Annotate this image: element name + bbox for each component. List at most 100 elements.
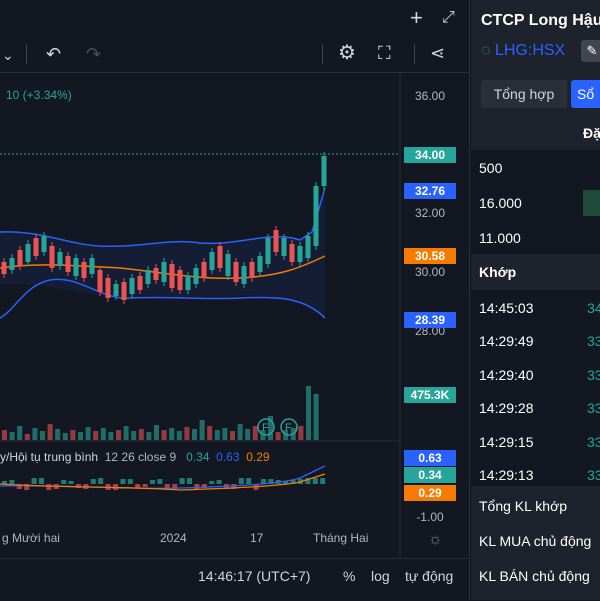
- macd-value-1: 0.34: [186, 450, 210, 464]
- volume-bar: [214, 430, 220, 440]
- candle: [217, 246, 223, 268]
- candle: [225, 254, 231, 276]
- candle: [153, 268, 159, 280]
- macd-histogram-bar: [46, 484, 52, 490]
- candle: [17, 250, 23, 266]
- macd-histogram-bar: [283, 481, 289, 484]
- macd-histogram-bar: [98, 478, 104, 484]
- pencil-icon[interactable]: ✎: [581, 40, 600, 62]
- macd-histogram-bar: [39, 478, 44, 484]
- candle: [265, 238, 271, 264]
- dividend-marker: [257, 418, 275, 436]
- upper-band-tag: 32.76: [404, 183, 456, 199]
- macd-histogram-bar: [290, 480, 296, 484]
- lower-band-tag: 28.39: [404, 312, 456, 328]
- macd-histogram-bar: [261, 479, 266, 484]
- candle: [97, 270, 103, 292]
- candle: [257, 256, 263, 272]
- candle: [169, 264, 175, 288]
- volume-bar: [138, 429, 144, 440]
- book-bar: [583, 190, 600, 216]
- summary-label: KL MUA chủ động: [479, 533, 592, 549]
- book-volume: 11.000: [479, 230, 521, 246]
- share-icon[interactable]: ⋖: [430, 43, 446, 63]
- volume-bar: [131, 431, 137, 440]
- time-axis-label: 2024: [160, 531, 187, 545]
- chevron-down-icon[interactable]: ⌄: [2, 47, 14, 63]
- volume-bar: [40, 431, 45, 440]
- macd-legend: y/Hội tụ trung bình 12 26 close 9 0.34 0…: [0, 450, 270, 464]
- macd-histogram-bar: [187, 478, 192, 484]
- macd-value-3: 0.29: [246, 450, 270, 464]
- match-time: 14:29:28: [479, 400, 534, 416]
- macd-histogram-bar: [90, 479, 96, 484]
- match-time: 14:29:15: [479, 434, 534, 450]
- price-axis-tick: 32.00: [414, 206, 446, 220]
- macd-histogram-bar: [216, 480, 222, 484]
- candle: [233, 262, 239, 282]
- candle: [9, 258, 15, 270]
- redo-icon[interactable]: ↷: [86, 44, 102, 64]
- candle: [313, 186, 319, 246]
- candle: [193, 268, 199, 284]
- volume-tag: 475.3K: [404, 387, 456, 403]
- volume-bar: [24, 434, 30, 440]
- candle: [273, 230, 279, 252]
- sun-icon[interactable]: ☼: [428, 531, 443, 548]
- candle: [73, 258, 79, 276]
- macd-histogram-bar: [305, 478, 311, 484]
- order-book: 500 16.000 11.000: [471, 150, 600, 254]
- volume-bar: [93, 431, 99, 440]
- macd-signal-tag: 0.29: [404, 485, 456, 501]
- match-title: Khớp: [479, 264, 517, 280]
- log-scale-button[interactable]: log: [371, 568, 390, 584]
- candle: [49, 246, 55, 268]
- volume-bar: [108, 432, 114, 440]
- company-name: CTCP Long Hậu: [481, 12, 600, 29]
- macd-histogram-bar: [142, 484, 148, 487]
- volume-bar: [78, 432, 83, 440]
- auto-scale-button[interactable]: tự động: [405, 568, 454, 584]
- panel-divider: [469, 0, 470, 600]
- match-time: 14:29:13: [479, 467, 534, 483]
- candle: [241, 266, 247, 284]
- gear-icon[interactable]: ⚙: [338, 42, 356, 64]
- volume-bar: [154, 425, 159, 440]
- undo-icon[interactable]: ↶: [46, 44, 62, 64]
- volume-bar: [9, 432, 15, 440]
- candle: [41, 236, 47, 252]
- macd-histogram-bar: [320, 478, 326, 484]
- macd-axis-tick: -1.00: [416, 510, 444, 524]
- price-change-legend: 10 (+3.34%): [6, 88, 72, 102]
- dividend-marker-label: F: [262, 422, 269, 434]
- ticker-link[interactable]: ◌ LHG:HSX: [481, 42, 565, 60]
- toolbar-separator: [26, 44, 27, 64]
- chart-topbar: + ⤢: [0, 0, 470, 36]
- candle: [113, 284, 119, 296]
- volume-bar: [306, 386, 311, 440]
- last-price-tag: 34.00: [404, 147, 456, 163]
- macd-histogram-bar: [31, 478, 37, 484]
- volume-bar: [70, 430, 76, 440]
- candle: [25, 244, 31, 262]
- macd-histogram-bar: [68, 481, 74, 484]
- fullscreen-icon[interactable]: ⛶: [378, 43, 391, 63]
- volume-bar: [100, 428, 106, 440]
- tab-summary[interactable]: Tổng hợp: [481, 80, 567, 108]
- macd-histogram-bar: [268, 479, 274, 484]
- macd-histogram-bar: [231, 484, 237, 489]
- volume-bar: [116, 430, 121, 440]
- summary-list: Tổng KL khớp KL MUA chủ động KL BÁN chủ …: [471, 488, 600, 600]
- macd-histogram-bar: [24, 484, 30, 490]
- summary-label: Tổng KL khớp: [479, 498, 568, 514]
- candle: [33, 238, 39, 256]
- percent-scale-button[interactable]: %: [343, 568, 356, 584]
- candle: [57, 252, 63, 266]
- tab-book[interactable]: Sổ: [571, 80, 600, 108]
- macd-histogram-bar: [164, 484, 170, 490]
- expand-icon[interactable]: ⤢: [442, 9, 455, 26]
- plus-icon[interactable]: +: [410, 5, 423, 30]
- book-volume: 500: [479, 160, 503, 176]
